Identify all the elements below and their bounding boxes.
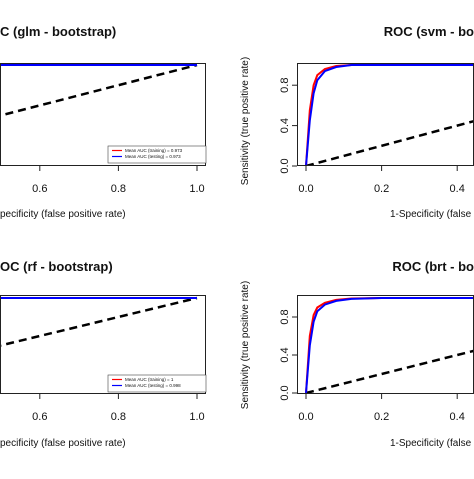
x-tick-label: 0.4 [450,183,465,195]
x-axis-label: 1-Specificity (false p [390,438,474,449]
plot-border [0,295,206,394]
x-tick-label: 0.8 [111,183,126,195]
x-axis-label: 1-Specificity (false p [390,209,474,220]
legend-box [107,145,207,164]
y-axis-label: Sensitivity (true positive rate) [240,281,251,409]
x-tick-label: 0.6 [32,183,47,195]
x-tick-label: 0.0 [298,411,313,423]
roc-curve-testing [0,64,197,66]
x-tick-label: 0.8 [111,411,126,423]
y-tick-label: 0.4 [279,118,291,133]
plot-border [297,295,474,394]
chart-title: OC (rf - bootstrap) [0,259,113,274]
x-tick-label: 0.0 [298,183,313,195]
chart-title: ROC (svm - bo [384,24,474,39]
roc-curve-testing [305,64,474,166]
roc-panel-2: ROC (svm - bo 0.0 0.2 0.4 1-Specificity (fal… [240,24,474,220]
x-tick-label: 1.0 [189,183,204,195]
x-tick-label: 1.0 [189,411,204,423]
x-tick-label: 0.4 [450,411,465,423]
x-tick-label: 0.2 [374,411,389,423]
y-tick-label: 0.0 [279,158,291,173]
y-tick-label: 0.8 [279,78,291,93]
x-axis-label: pecificity (false positive rate) [0,209,126,220]
y-tick-label: 0.8 [279,309,291,324]
y-axis-label: Sensitivity (true positive rate) [240,57,251,185]
legend-entry: Mean AUC (training) = 1 [125,377,174,382]
chart-title: C (glm - bootstrap) [0,24,116,39]
x-tick-label: 0.2 [374,183,389,195]
roc-panel-3: OC (rf - bootstrap)0.40.60.81.0pecificit… [0,259,207,449]
y-tick-label: 0.4 [279,347,291,362]
roc-panel-4: ROC (brt - bo 0.0 0.2 0.4 1-Specificity (fal… [240,259,474,449]
legend-box [107,374,207,393]
x-axis-label: pecificity (false positive rate) [0,438,126,449]
y-tick-label: 0.0 [279,385,291,400]
legend-entry: Mean AUC (testing) = 0.998 [125,383,181,388]
plot-area [305,64,474,166]
chart-title: ROC (brt - bo [392,259,474,274]
roc-curve-training [305,64,474,166]
plot-area [305,297,474,394]
x-tick-label: 0.6 [32,411,47,423]
roc-panel-1: C (glm - bootstrap)0.40.60.81.0pecificit… [0,24,207,220]
diagonal-reference-line [305,349,474,394]
roc-curve-training [305,297,474,394]
plot-border [0,63,206,166]
legend-entry: Mean AUC (testing) = 0.973 [125,154,181,159]
plot-border [297,63,474,166]
roc-curve-testing [305,297,474,394]
diagonal-reference-line [305,119,474,166]
legend-entry: Mean AUC (training) = 0.973 [125,148,183,153]
